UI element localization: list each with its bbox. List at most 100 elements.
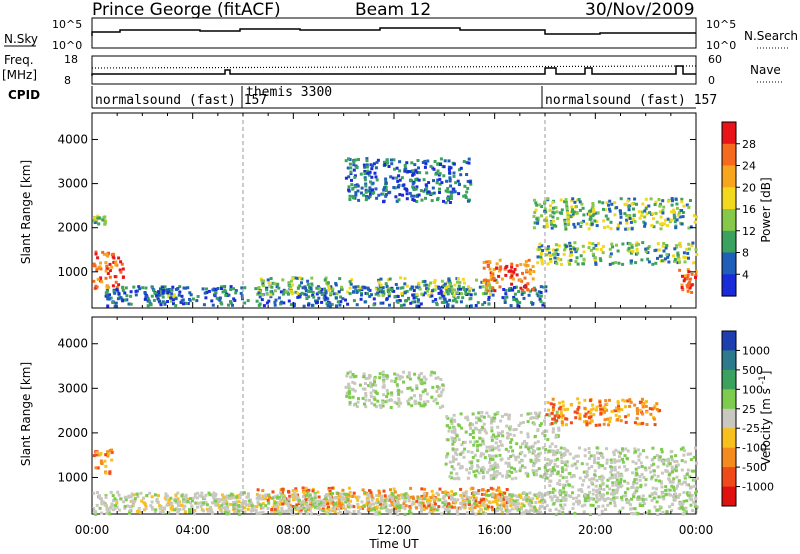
data-cell — [235, 501, 238, 505]
data-cell — [396, 286, 399, 290]
data-cell — [345, 374, 349, 378]
data-cell — [353, 174, 357, 178]
data-cell — [488, 461, 492, 464]
data-cell — [613, 468, 617, 472]
data-cell — [356, 285, 360, 289]
data-cell — [447, 165, 451, 169]
data-cell — [487, 414, 491, 418]
date-title: 30/Nov/2009 — [585, 0, 695, 20]
data-cell — [397, 183, 401, 187]
data-cell — [484, 512, 488, 516]
data-cell — [240, 294, 244, 298]
data-cell — [212, 496, 216, 500]
data-cell — [629, 507, 633, 511]
data-cell — [391, 493, 395, 497]
data-cell — [536, 447, 540, 451]
data-cell — [374, 287, 378, 291]
data-cell — [499, 419, 503, 423]
data-cell — [590, 465, 594, 469]
data-cell — [487, 296, 491, 299]
data-cell — [437, 493, 440, 497]
data-cell — [464, 291, 468, 295]
data-cell — [532, 464, 536, 468]
velocity-colorbar-swatches — [722, 331, 736, 507]
data-cell — [347, 175, 351, 179]
data-cell — [220, 504, 224, 508]
data-cell — [479, 508, 483, 512]
data-cell — [574, 260, 578, 264]
data-cell — [638, 452, 642, 456]
data-cell — [678, 241, 682, 245]
data-cell — [655, 500, 659, 504]
data-cell — [533, 211, 537, 215]
data-cell — [129, 294, 133, 298]
data-cell — [644, 400, 648, 404]
data-cell — [94, 252, 98, 256]
data-cell — [319, 499, 323, 503]
data-cell — [160, 510, 163, 514]
data-cell — [417, 178, 421, 182]
data-cell — [269, 290, 273, 294]
data-cell — [346, 371, 350, 375]
data-cell — [161, 510, 165, 514]
data-cell — [625, 498, 628, 501]
data-cell — [114, 503, 118, 507]
data-cell — [450, 417, 454, 421]
data-cell — [129, 302, 133, 306]
data-cell — [390, 500, 394, 504]
data-cell — [255, 505, 259, 509]
data-cell — [327, 289, 331, 292]
data-cell — [552, 502, 556, 505]
data-cell — [361, 387, 365, 391]
data-cell — [432, 503, 436, 507]
data-cell — [408, 506, 412, 510]
data-cell — [117, 493, 121, 497]
data-cell — [451, 460, 455, 464]
data-cell — [123, 495, 127, 499]
data-cell — [642, 220, 646, 224]
data-cell — [381, 293, 385, 297]
data-cell — [579, 488, 583, 491]
data-cell — [293, 302, 296, 306]
data-cell — [97, 222, 101, 226]
data-cell — [605, 447, 608, 451]
data-cell — [685, 277, 689, 281]
data-cell — [522, 296, 526, 300]
data-cell — [353, 389, 357, 393]
data-cell — [472, 443, 476, 447]
data-cell — [335, 292, 339, 296]
data-cell — [656, 474, 660, 478]
data-cell — [105, 284, 109, 288]
data-cell — [565, 423, 568, 427]
data-cell — [576, 407, 580, 411]
colorbar-tick-label: -500 — [742, 461, 767, 474]
data-cell — [600, 494, 604, 498]
data-cell — [484, 507, 487, 511]
data-cell — [349, 499, 352, 503]
data-cell — [469, 422, 473, 426]
colorbar-tick-label: 24 — [742, 160, 756, 173]
data-cell — [551, 472, 555, 476]
data-cell — [514, 285, 518, 289]
data-cell — [500, 491, 504, 495]
data-cell — [549, 402, 553, 406]
colorbar-swatch — [722, 350, 736, 371]
data-cell — [676, 254, 680, 257]
data-cell — [460, 292, 464, 296]
data-cell — [589, 454, 593, 458]
data-cell — [581, 206, 585, 210]
data-cell — [594, 507, 598, 510]
data-cell — [626, 487, 630, 491]
data-cell — [571, 214, 575, 218]
data-cell — [110, 253, 114, 257]
data-cell — [489, 486, 493, 490]
data-cell — [616, 418, 620, 421]
data-cell — [615, 206, 619, 210]
data-cell — [638, 216, 642, 220]
data-cell — [559, 451, 562, 455]
data-cell — [441, 501, 445, 505]
data-cell — [391, 496, 395, 500]
data-cell — [580, 221, 584, 225]
data-cell — [193, 495, 197, 499]
data-cell — [626, 248, 630, 252]
